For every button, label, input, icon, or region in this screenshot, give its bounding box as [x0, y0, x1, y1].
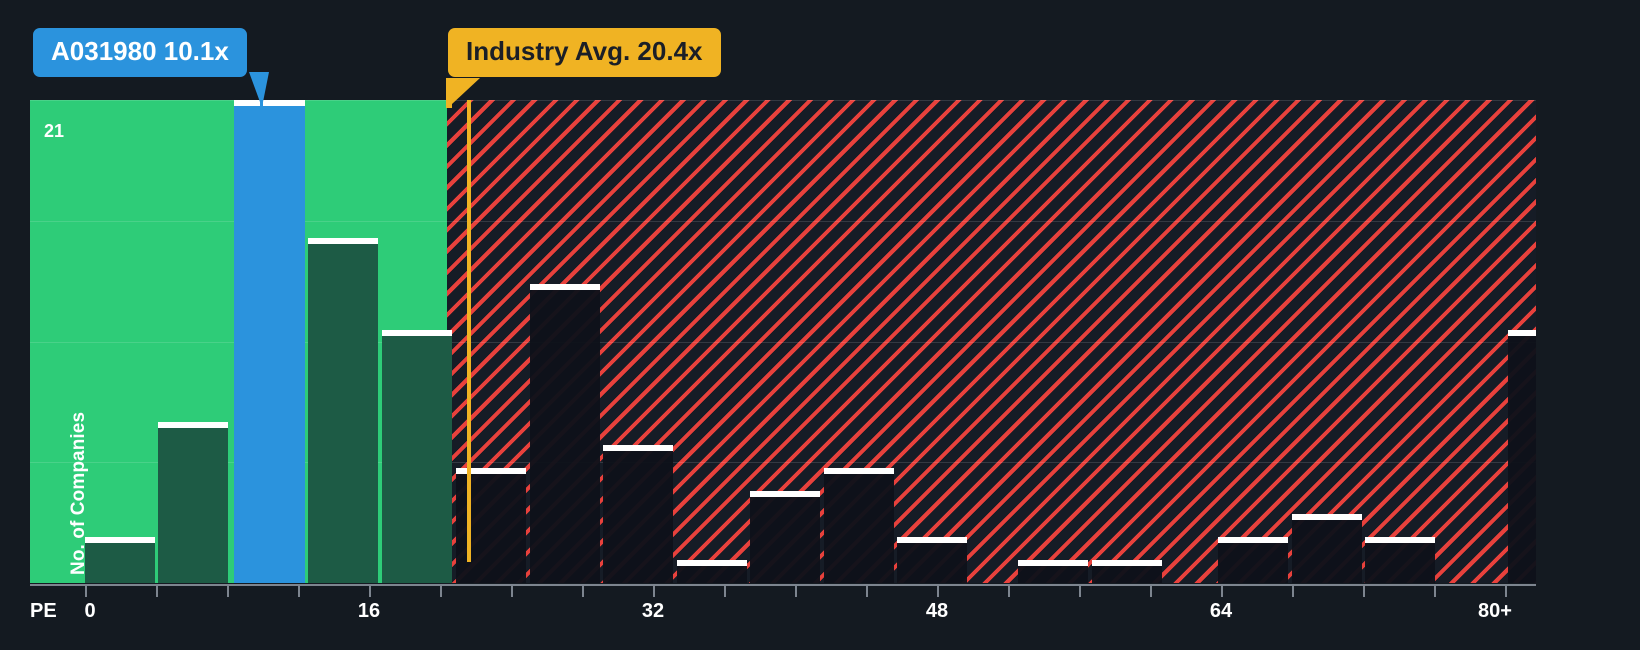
bar-cap — [897, 537, 967, 543]
bar-body — [530, 290, 600, 583]
x-axis-tick — [1292, 584, 1294, 597]
x-axis-tick — [1363, 584, 1365, 597]
bar-15-20[interactable] — [308, 238, 378, 583]
industry-callout-pointer — [446, 78, 480, 108]
bar-cap — [308, 238, 378, 244]
x-axis-tick-label-80+: 80+ — [1478, 600, 1512, 622]
x-axis-tick — [866, 584, 868, 597]
x-axis-tick-label-0: 0 — [84, 600, 96, 622]
bar-cap — [1508, 330, 1536, 336]
bar-cap — [677, 560, 747, 566]
x-axis-unit-label: PE — [30, 600, 57, 622]
bar-60-65[interactable] — [1018, 560, 1088, 583]
x-axis-tick — [582, 584, 584, 597]
bar-cap — [530, 284, 600, 290]
bar-cap — [1292, 514, 1362, 520]
x-axis-tick — [369, 584, 371, 597]
bar-body — [897, 543, 967, 583]
bar-5-10[interactable] — [158, 422, 228, 583]
y-axis-title: No. of Companies — [68, 411, 89, 575]
bar-70-75[interactable] — [1218, 537, 1288, 583]
x-axis-tick-label-16: 16 — [357, 600, 381, 622]
x-axis-tick — [511, 584, 513, 597]
bar-cap — [85, 537, 155, 543]
bar-0-5[interactable] — [85, 537, 155, 583]
bar-body — [603, 451, 673, 583]
x-axis-tick — [85, 584, 87, 597]
bar-body — [234, 106, 305, 583]
industry-average-callout-label: Industry Avg. 20.4x — [466, 36, 703, 66]
bar-cap — [382, 330, 452, 336]
bar-75-80[interactable] — [1292, 514, 1362, 583]
bar-body — [382, 336, 452, 583]
bar-40-45[interactable] — [677, 560, 747, 583]
x-axis-tick — [298, 584, 300, 597]
bar-body — [677, 566, 747, 583]
industry-average-line — [467, 100, 471, 562]
bar-cap — [1092, 560, 1162, 566]
bar-cap — [234, 100, 305, 106]
bar-body — [85, 543, 155, 583]
bar-85+[interactable] — [1508, 330, 1536, 583]
bar-30-35[interactable] — [530, 284, 600, 583]
x-axis-tick — [227, 584, 229, 597]
x-axis-tick — [937, 584, 939, 597]
x-axis-tick — [440, 584, 442, 597]
company-callout-pointer — [249, 72, 269, 118]
bar-body — [1365, 543, 1435, 583]
bar-45-50[interactable] — [750, 491, 820, 583]
company-pe-callout-label: A031980 10.1x — [51, 36, 229, 66]
y-axis-max-tick: 21 — [44, 121, 65, 141]
bar-50-55[interactable] — [824, 468, 894, 583]
bar-body — [1218, 543, 1288, 583]
bar-cap — [750, 491, 820, 497]
bar-cap — [158, 422, 228, 428]
x-axis-line — [30, 584, 1536, 586]
bar-body — [750, 497, 820, 583]
bar-cap — [824, 468, 894, 474]
x-axis-tick — [1505, 584, 1507, 597]
x-axis-tick — [1008, 584, 1010, 597]
bar-55-60[interactable] — [897, 537, 967, 583]
bar-cap — [603, 445, 673, 451]
bar-body — [1018, 566, 1088, 583]
x-axis-tick — [1150, 584, 1152, 597]
company-pe-callout[interactable]: A031980 10.1x — [33, 28, 247, 78]
bar-20-25[interactable] — [382, 330, 452, 583]
overvalued-region-band — [447, 100, 1536, 583]
bar-body — [1508, 336, 1536, 583]
x-axis-tick — [653, 584, 655, 597]
x-axis-tick — [156, 584, 158, 597]
bar-65-70[interactable] — [1092, 560, 1162, 583]
industry-average-callout[interactable]: Industry Avg. 20.4x — [448, 28, 721, 78]
bar-cap — [1018, 560, 1088, 566]
bar-body — [308, 244, 378, 583]
x-axis-tick — [1434, 584, 1436, 597]
bar-body — [158, 428, 228, 583]
x-axis-tick — [724, 584, 726, 597]
x-axis-tick — [795, 584, 797, 597]
x-axis-tick-label-48: 48 — [925, 600, 949, 622]
bar-cap — [1218, 537, 1288, 543]
x-axis-tick-label-64: 64 — [1209, 600, 1233, 622]
x-axis-tick — [1079, 584, 1081, 597]
bar-cap — [1365, 537, 1435, 543]
bar-10-15[interactable] — [234, 100, 305, 583]
x-axis-tick-label-32: 32 — [641, 600, 665, 622]
bar-cap — [456, 468, 526, 474]
bar-80-85[interactable] — [1365, 537, 1435, 583]
bar-body — [1092, 566, 1162, 583]
plot-area — [30, 100, 1536, 583]
bar-35-40[interactable] — [603, 445, 673, 583]
bar-body — [824, 474, 894, 583]
bar-body — [1292, 520, 1362, 583]
x-axis-tick — [1221, 584, 1223, 597]
